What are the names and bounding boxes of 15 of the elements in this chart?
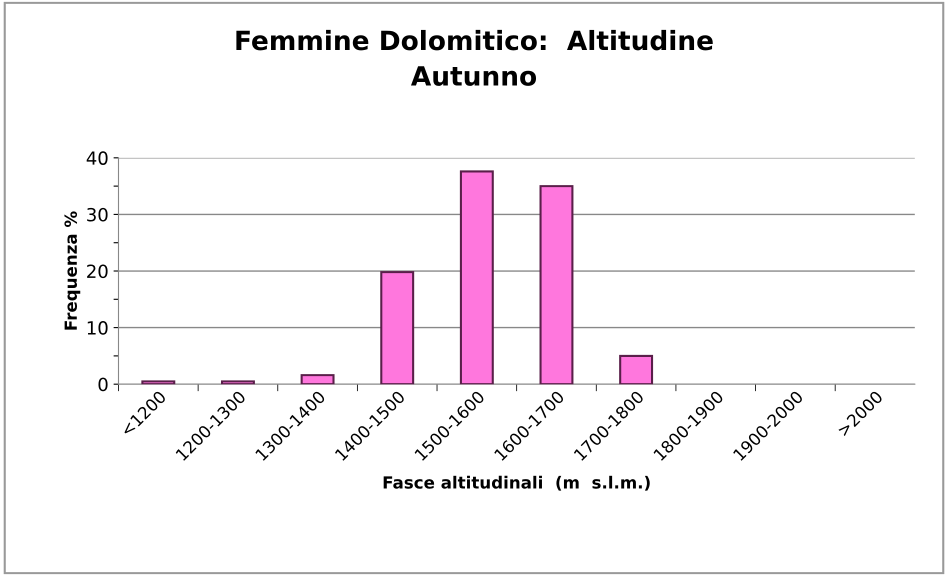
y-tick-label: 30 (87, 208, 108, 222)
bar (460, 170, 494, 384)
bar (300, 374, 335, 384)
y-axis-title: Frequenza % (64, 211, 80, 330)
y-tick-label: 20 (87, 264, 108, 278)
bar (380, 271, 414, 384)
bar (540, 185, 574, 384)
x-axis-title: Fasce altitudinali (m s.l.m.) (384, 476, 650, 491)
chart-title: Femmine Dolomitico: Altitudine Autunno (236, 30, 713, 86)
y-tick-label: 40 (86, 151, 108, 165)
bar (619, 354, 654, 384)
y-tick-label: 10 (88, 321, 108, 335)
bar (141, 380, 176, 384)
bar (220, 380, 255, 384)
y-tick-label: 0 (98, 378, 108, 392)
